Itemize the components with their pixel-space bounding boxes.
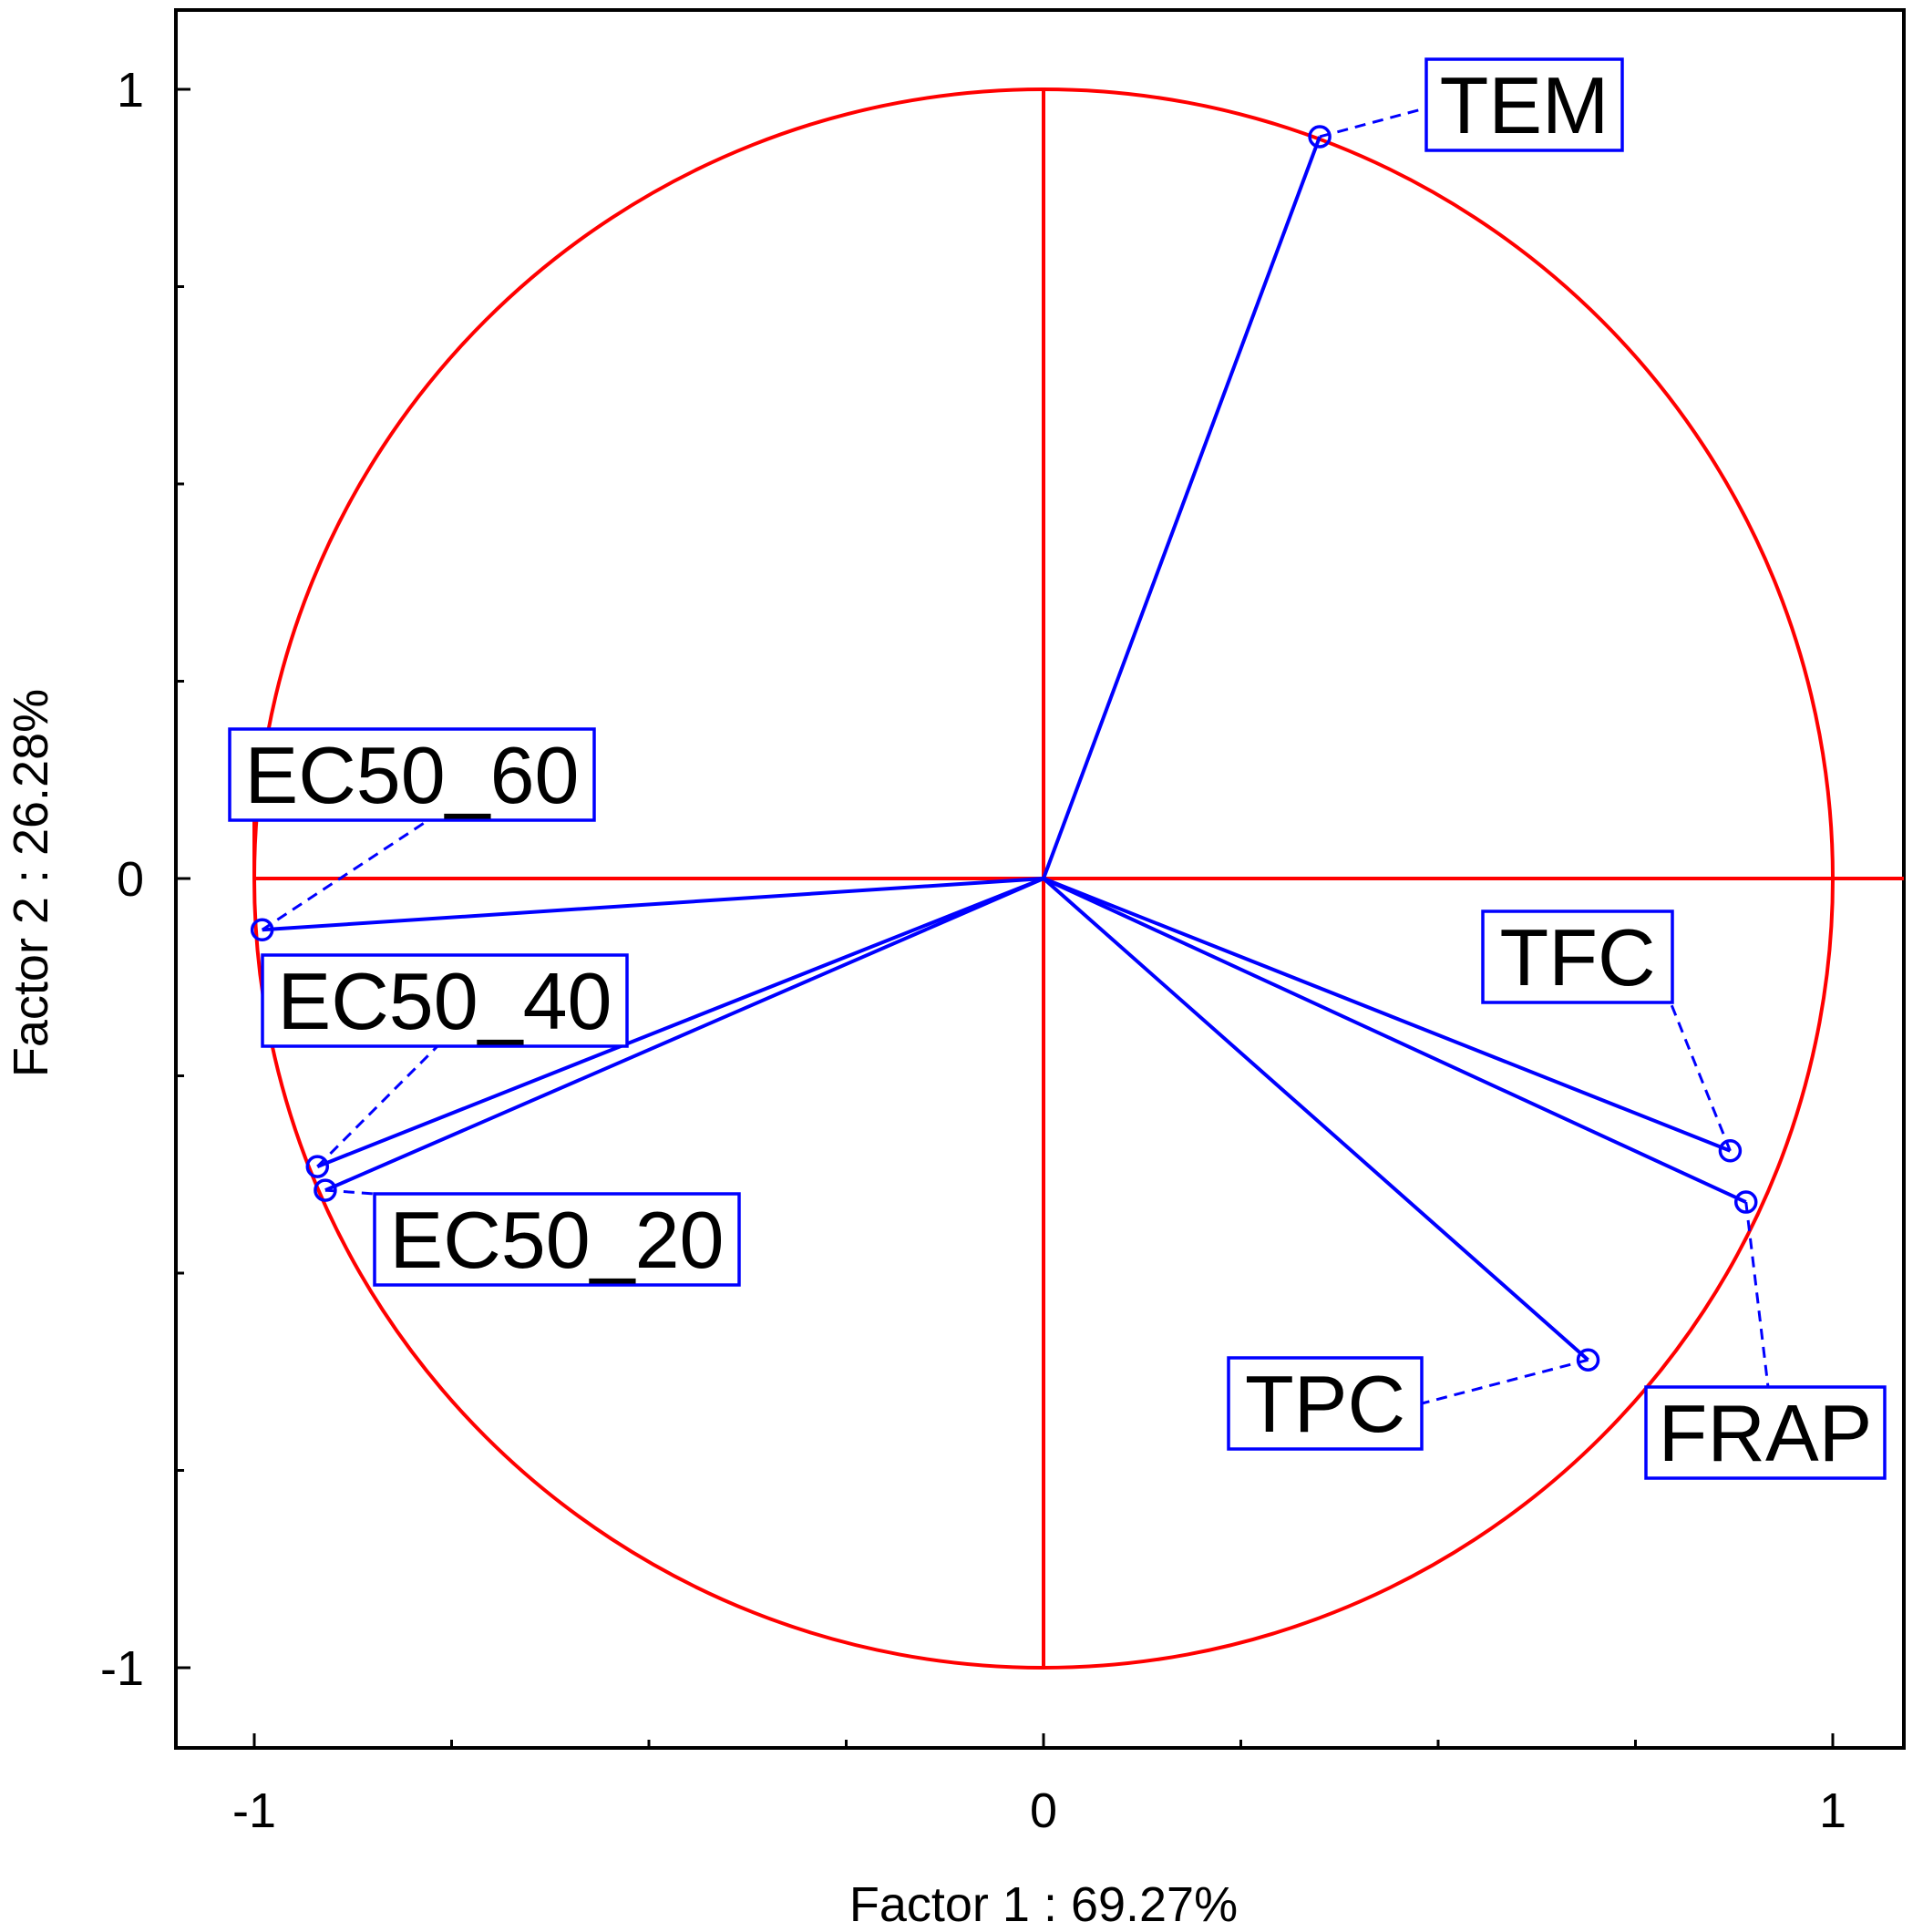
axis-ticks (176, 87, 1835, 1748)
variable-label-box (1644, 1385, 1887, 1480)
label-leader-line (1319, 106, 1429, 139)
y-tick-label: -1 (100, 1641, 144, 1696)
loading-vector (1042, 877, 1589, 1362)
variable-label: EC50_40 (278, 956, 612, 1046)
loading-point (1308, 125, 1332, 149)
loading-vector (262, 877, 1044, 932)
loading-vector (1043, 877, 1732, 1153)
variable-label: EC50_20 (390, 1195, 725, 1285)
label-leader-line (1669, 1002, 1732, 1152)
tick-labels: -1 0 1 1 0 -1 (100, 63, 1846, 1838)
loading-point (1576, 1348, 1600, 1372)
y-axis-title: Factor 2 : 26.28% (4, 689, 58, 1077)
x-axis-title: Factor 1 : 69.27% (849, 1877, 1238, 1932)
x-tick-label: 0 (1030, 1783, 1057, 1838)
variable-label-box (373, 1192, 741, 1287)
loading-point (1718, 1139, 1743, 1163)
variable-label: TEM (1440, 60, 1609, 150)
variable-label: TFC (1499, 912, 1655, 1002)
loading-vectors-layer (250, 125, 1758, 1372)
label-leader-line (316, 1044, 439, 1168)
loading-vector (1042, 136, 1321, 879)
y-tick-label: 1 (117, 63, 144, 118)
x-tick-label: 1 (1819, 1783, 1846, 1838)
variable-labels-layer: TEM EC50_60 EC50_40 EC50_20 TFC FRAP TPC (228, 57, 1887, 1480)
variable-label: TPC (1245, 1359, 1405, 1449)
label-leader-line (324, 1188, 375, 1196)
variable-label-box (1424, 57, 1624, 152)
label-leader-line (1421, 1358, 1589, 1405)
loading-vector (316, 877, 1044, 1168)
loading-point (305, 1155, 330, 1178)
variable-label-box (228, 727, 596, 822)
x-tick-label: -1 (232, 1783, 276, 1838)
variable-label-box (1481, 909, 1674, 1004)
variable-label-box (1227, 1356, 1424, 1451)
unit-circle (252, 87, 1835, 1670)
label-leader-line (261, 818, 429, 931)
variable-label: FRAP (1659, 1388, 1873, 1478)
variable-label: EC50_60 (245, 730, 580, 820)
label-leader-line (1744, 1201, 1770, 1388)
loading-point (250, 918, 274, 942)
loading-vector (324, 877, 1044, 1192)
variable-label-box (261, 953, 629, 1048)
y-tick-label: 0 (117, 852, 144, 907)
loading-vector (1043, 877, 1747, 1204)
